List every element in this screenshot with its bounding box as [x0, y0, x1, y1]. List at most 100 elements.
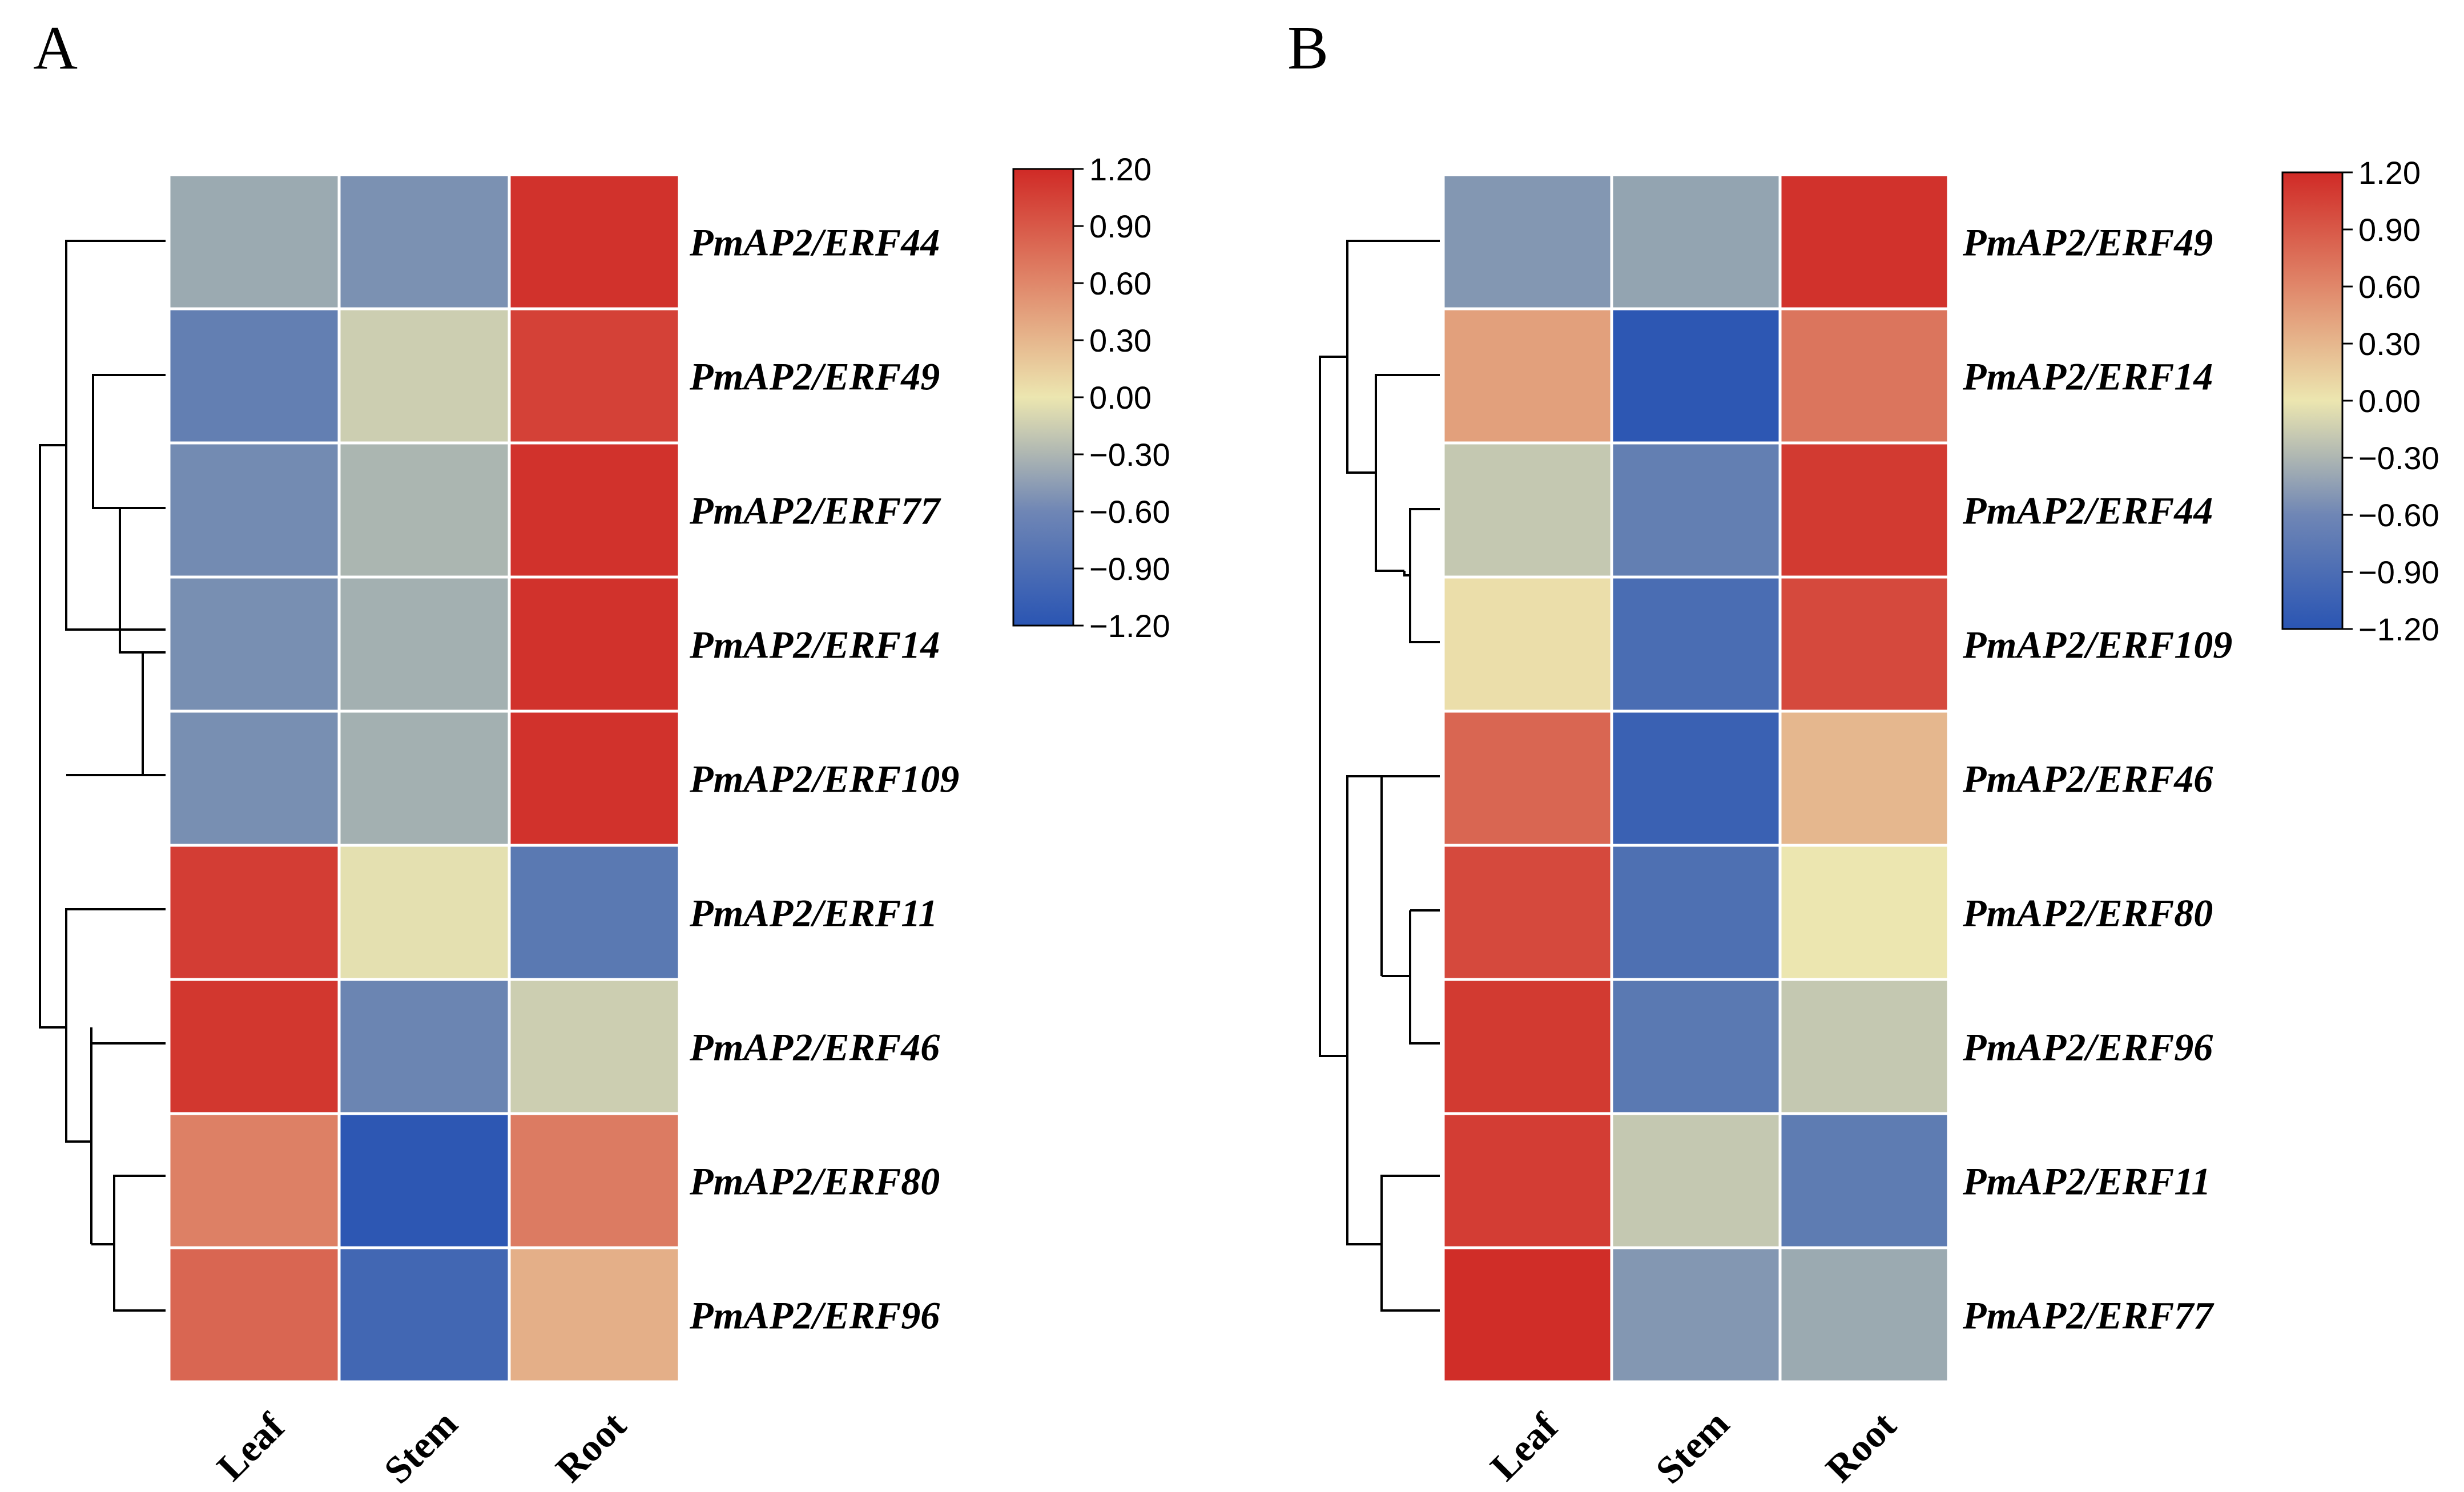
heatmap-cell	[508, 441, 681, 579]
colorbar-tick-label: 0.30	[1089, 322, 1152, 358]
row-label: PmAP2/ERF96	[689, 1294, 940, 1337]
heatmap-cell	[508, 307, 681, 445]
heatmap-cell	[1610, 844, 1782, 981]
column-label: Stem	[376, 1402, 466, 1492]
heatmap-cell	[1442, 1246, 1613, 1384]
heatmap-cell	[508, 978, 681, 1115]
row-label: PmAP2/ERF49	[1962, 221, 2213, 264]
row-label: PmAP2/ERF77	[689, 489, 941, 533]
heatmap-cell	[1610, 978, 1782, 1115]
heatmap-cell	[1610, 307, 1782, 445]
heatmap-cell	[167, 307, 341, 445]
heatmap-cell	[337, 1246, 511, 1384]
heatmap-cell	[508, 173, 681, 311]
heatmap-cell	[167, 575, 341, 713]
heatmap-cell	[1778, 709, 1950, 847]
row-label: PmAP2/ERF96	[1962, 1026, 2213, 1069]
heatmap-cell	[508, 1246, 681, 1384]
column-label: Leaf	[208, 1404, 293, 1489]
heatmap-cell	[1610, 575, 1782, 713]
colorbar-tick-label: 0.90	[1089, 208, 1152, 244]
dendrogram-b	[1319, 240, 1440, 1312]
heatmap-cell	[167, 709, 341, 847]
row-label: PmAP2/ERF14	[1962, 355, 2213, 398]
row-label: PmAP2/ERF80	[1962, 892, 2213, 935]
colorbar-tick-label: 0.60	[1089, 265, 1152, 301]
column-labels-a: Leaf Stem Root	[208, 1402, 634, 1492]
heatmap-cell	[1610, 709, 1782, 847]
heatmap-cell	[167, 441, 341, 579]
heatmap-cell	[1442, 978, 1613, 1115]
heatmap-cell	[508, 709, 681, 847]
row-label: PmAP2/ERF80	[689, 1160, 940, 1203]
heatmap-cell	[1778, 978, 1950, 1115]
colorbar-gradient	[2281, 171, 2344, 630]
row-label: PmAP2/ERF44	[1962, 489, 2213, 533]
colorbar-tick-label: 0.60	[2358, 269, 2421, 305]
colorbar-tick-label: 0.00	[1089, 380, 1152, 416]
heatmap-cells-b	[1442, 173, 1950, 1384]
heatmap-cell	[1778, 575, 1950, 713]
heatmap-cell	[337, 1112, 511, 1249]
heatmap-cell	[337, 978, 511, 1115]
heatmap-cell	[1610, 173, 1782, 311]
row-label: PmAP2/ERF44	[689, 221, 940, 264]
colorbar-tick-label: 0.30	[2358, 326, 2421, 362]
heatmap-cell	[1778, 307, 1950, 445]
heatmap-cell	[508, 1112, 681, 1249]
colorbar-tick-label: −0.90	[1089, 551, 1170, 587]
heatmap-cell	[337, 441, 511, 579]
colorbar-tick-label: 1.20	[1089, 151, 1152, 187]
heatmap-cell	[1442, 844, 1613, 981]
colorbar-gradient	[1012, 168, 1074, 627]
heatmap-cell	[508, 844, 681, 981]
heatmap-cell	[1778, 173, 1950, 311]
column-label: Root	[1817, 1403, 1905, 1490]
row-label: PmAP2/ERF46	[689, 1026, 940, 1069]
colorbar-tick-label: −0.30	[2358, 440, 2439, 476]
panel-letter-a: A	[33, 14, 78, 82]
row-label: PmAP2/ERF11	[1962, 1160, 2211, 1203]
colorbar-tick-label: −1.20	[2358, 611, 2439, 647]
colorbar-tick-label: −0.60	[2358, 497, 2439, 533]
panel-a: A PmAP2/ERF44PmAP2/ERF49PmAP2/ERF77PmAP2…	[33, 14, 1170, 1492]
dendrogram-a	[39, 240, 166, 1312]
heatmap-cell	[1610, 1112, 1782, 1249]
heatmap-cell	[167, 844, 341, 981]
heatmap-cell	[1610, 441, 1782, 579]
heatmap-cell	[167, 1246, 341, 1384]
heatmap-cell	[337, 173, 511, 311]
heatmap-cell	[1442, 1112, 1613, 1249]
heatmap-cell	[1610, 1246, 1782, 1384]
row-label: PmAP2/ERF11	[689, 892, 938, 935]
row-label: PmAP2/ERF109	[1962, 623, 2232, 667]
colorbar-tick-label: −0.90	[2358, 554, 2439, 590]
heatmap-cell	[167, 978, 341, 1115]
heatmap-cell	[167, 173, 341, 311]
colorbar-b: 1.20 0.90 0.60 0.30 0.00 −0.30 −0.60 −0.90 −1.20	[2281, 155, 2439, 647]
row-label: PmAP2/ERF14	[689, 623, 940, 667]
colorbar-tick-label: −0.30	[1089, 437, 1170, 473]
column-label: Root	[547, 1403, 634, 1490]
heatmap-cell	[337, 575, 511, 713]
row-label: PmAP2/ERF109	[689, 757, 959, 801]
colorbar-tick-label: 0.90	[2358, 212, 2421, 248]
heatmap-cell	[1442, 709, 1613, 847]
row-label: PmAP2/ERF46	[1962, 757, 2213, 801]
heatmap-cell	[337, 709, 511, 847]
heatmap-cells-a	[167, 173, 681, 1384]
heatmap-cell	[508, 575, 681, 713]
row-label: PmAP2/ERF49	[689, 355, 940, 398]
heatmap-cell	[1442, 307, 1613, 445]
heatmap-cell	[337, 844, 511, 981]
heatmap-cell	[167, 1112, 341, 1249]
column-labels-b: Leaf Stem Root	[1482, 1402, 1905, 1492]
row-labels-a: PmAP2/ERF44 PmAP2/ERF49 PmAP2/ERF77 PmAP2/E…	[689, 221, 959, 1337]
row-labels-b: PmAP2/ERF49 PmAP2/ERF14 PmAP2/ERF44 PmAP2/E…	[1962, 221, 2232, 1337]
colorbar-tick-label: −1.20	[1089, 608, 1170, 644]
colorbar-a: 1.20 0.90 0.60 0.30 0.00 −0.30 −0.60 −0.90 −1.20	[1012, 151, 1170, 644]
heatmap-cell	[1778, 1112, 1950, 1249]
heatmap-cell	[337, 307, 511, 445]
heatmap-cell	[1778, 1246, 1950, 1384]
